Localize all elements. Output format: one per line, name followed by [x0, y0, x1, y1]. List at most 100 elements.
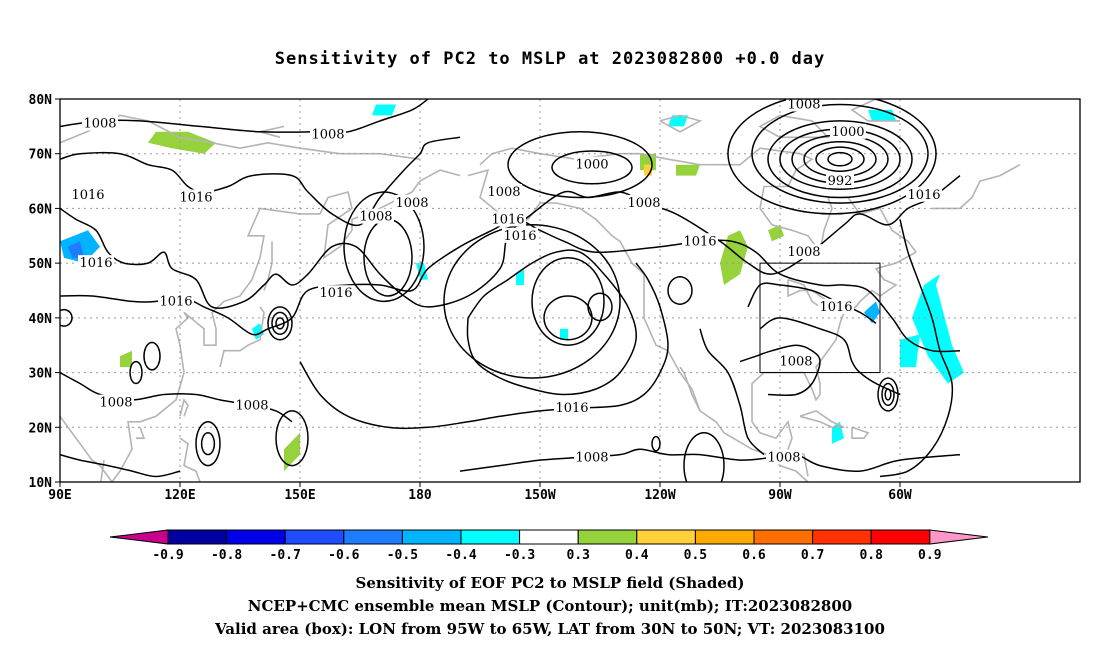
contour-label: 1016 — [819, 300, 852, 315]
lon-label: 90E — [48, 488, 71, 503]
coastline — [179, 398, 189, 417]
coastline — [116, 481, 117, 482]
mslp-contour — [60, 218, 961, 353]
shaded-patch — [676, 164, 700, 176]
contour-label: 1016 — [555, 401, 588, 416]
mslp-contour-closed — [815, 146, 865, 172]
shaded-patch — [120, 350, 132, 368]
mslp-contour-closed — [884, 388, 892, 401]
lat-label: 60N — [29, 202, 53, 217]
mslp-contour-closed — [531, 256, 605, 346]
mslp-contour-closed — [195, 421, 221, 467]
contour-label-bg — [490, 211, 526, 227]
mslp-contour-closed — [683, 432, 725, 482]
colorbar-label: 0.7 — [801, 548, 824, 563]
mslp-contour — [466, 249, 637, 396]
coastline — [851, 426, 870, 439]
colorbar-label: 0.8 — [859, 548, 883, 563]
contour-label: 1008 — [787, 97, 820, 112]
coastline — [219, 306, 265, 368]
contour-label-bg — [906, 186, 942, 202]
contour-label: 1008 — [787, 245, 820, 260]
lat-label: 10N — [29, 476, 53, 491]
coastline — [758, 114, 830, 139]
contour-label: 1016 — [71, 188, 104, 203]
contour-label: 1016 — [79, 256, 112, 271]
shaded-patch — [148, 131, 216, 154]
contour-label: 1008 — [235, 398, 268, 413]
mslp-contour-closed — [727, 99, 937, 215]
contour-label: 1008 — [311, 128, 344, 143]
contour-label: 1008 — [395, 196, 428, 211]
mslp-contour-closed — [779, 128, 901, 191]
map-frame — [59, 98, 1081, 483]
colorbar-label: 0.5 — [684, 548, 707, 563]
contour-label: 1008 — [767, 450, 800, 465]
colorbar-label: -0.8 — [211, 548, 242, 563]
coastline — [799, 410, 845, 429]
contour-label: 1008 — [99, 396, 132, 411]
colorbar-segment — [343, 529, 403, 545]
lat-label: 80N — [29, 93, 53, 108]
colorbar-label: 0.4 — [625, 548, 649, 563]
contour-label: 1016 — [503, 229, 536, 244]
mslp-contour-closed — [275, 410, 309, 467]
colorbar-segment — [519, 529, 579, 545]
shaded-patch — [284, 432, 300, 472]
colorbar-label: 0.6 — [742, 548, 766, 563]
mslp-contour-closed — [271, 311, 289, 336]
mslp-contour-closed — [129, 360, 143, 385]
lat-label: 40N — [29, 312, 53, 327]
map-title: Sensitivity of PC2 to MSLP at 2023082800… — [274, 49, 826, 69]
coastline — [751, 251, 917, 402]
contour-label-bg — [486, 184, 522, 200]
colorbar-segment — [812, 529, 872, 545]
caption-contour: NCEP+CMC ensemble mean MSLP (Contour); u… — [247, 597, 853, 615]
coastline — [932, 163, 1021, 210]
contour-label: 1008 — [83, 117, 116, 132]
contour-label: 1000 — [831, 125, 864, 140]
contour-label-bg — [830, 123, 866, 139]
colorbar-label: 0.9 — [918, 548, 941, 563]
lon-label: 60W — [888, 488, 912, 503]
mslp-contour-closed — [803, 140, 877, 178]
colorbar-segment — [694, 529, 755, 545]
colorbar-segment — [226, 529, 286, 545]
shaded-patch — [372, 104, 396, 116]
mslp-contour-closed — [543, 295, 593, 341]
colorbar-label: -0.4 — [445, 548, 476, 563]
lon-label: 90W — [768, 488, 792, 503]
contour-label: 1016 — [683, 234, 716, 249]
contour-label: 1008 — [779, 355, 812, 370]
mslp-contour-closed — [877, 377, 899, 412]
coastline — [60, 415, 113, 482]
mslp-contour-closed — [881, 382, 895, 407]
mslp-contour — [747, 282, 877, 324]
contour-label: 1016 — [491, 212, 524, 227]
mslp-contour — [60, 453, 181, 478]
contour-label-bg — [78, 255, 114, 271]
shaded-patch — [912, 274, 964, 384]
caption-valid-area: Valid area (box): LON from 95W to 65W, L… — [215, 620, 885, 638]
contour-label: 1016 — [179, 190, 212, 205]
colorbar-segment — [460, 529, 521, 545]
lon-label: 120W — [644, 488, 675, 503]
colorbar-segment — [870, 529, 931, 545]
coastline — [679, 366, 701, 412]
colorbar-low-triangle — [109, 529, 169, 545]
contour-label-layer: 1008 1008 1016 1016 1008 1008 1000 1008 1016 1016… — [70, 96, 942, 465]
coastline — [850, 99, 900, 122]
contour-label: 1008 — [627, 196, 660, 211]
contour-label: 1008 — [575, 450, 608, 465]
mslp-contour — [699, 328, 765, 456]
mslp-contour-closed — [587, 292, 613, 322]
mslp-contour-closed — [200, 432, 216, 456]
lat-label: 20N — [29, 421, 53, 436]
mslp-contour-closed — [827, 151, 853, 167]
contour-label: 992 — [828, 174, 853, 189]
contour-label-bg — [358, 208, 394, 224]
mslp-contour-closed — [651, 435, 661, 452]
mslp-contour-closed — [751, 103, 929, 204]
mslp-contour-closed — [267, 306, 293, 341]
